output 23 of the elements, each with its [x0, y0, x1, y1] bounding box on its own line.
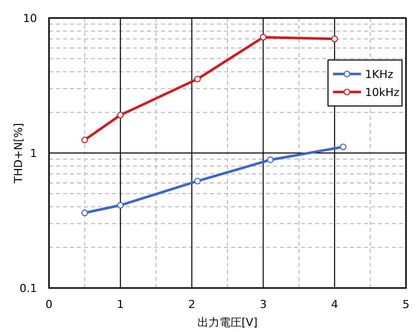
legend-label: 10kHz — [365, 86, 400, 99]
x-tick-label: 5 — [402, 298, 410, 311]
point — [117, 112, 124, 118]
point — [340, 144, 346, 150]
point — [194, 178, 201, 184]
point — [267, 156, 274, 164]
point — [331, 36, 338, 42]
y-tick-label: 1 — [30, 147, 37, 160]
x-tick-label: 0 — [46, 298, 52, 311]
y-tick-label: 0.1 — [20, 282, 37, 295]
x-tick-label: 3 — [260, 298, 267, 311]
x-axis-title: 出力電圧[V] — [197, 316, 258, 329]
x-tick-label: 2 — [188, 298, 196, 311]
point — [194, 76, 201, 82]
point — [117, 202, 124, 209]
point — [260, 34, 266, 41]
x-tick-label: 4 — [331, 298, 338, 311]
legend-label: 1KHz — [365, 68, 394, 81]
y-tick-label: 10 — [23, 12, 37, 25]
point — [81, 136, 88, 144]
x-tick-label: 1 — [116, 298, 124, 311]
point — [81, 210, 88, 216]
y-axis-title: THD+N[%] — [12, 123, 25, 184]
